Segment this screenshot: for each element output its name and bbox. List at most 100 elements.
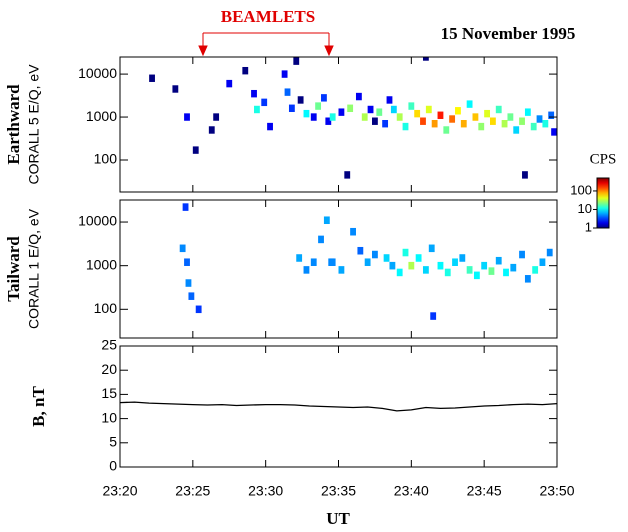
spectrogram-cell bbox=[488, 267, 495, 275]
x-tick-label: 23:25 bbox=[175, 483, 210, 499]
spectrogram-cell bbox=[386, 96, 393, 104]
spectrogram-cell bbox=[507, 113, 514, 121]
colorbar-label: CPS bbox=[590, 151, 617, 167]
x-tick-label: 23:40 bbox=[394, 483, 429, 499]
y-tick-label: 10000 bbox=[78, 65, 117, 81]
spectrogram-cell bbox=[532, 266, 539, 274]
spectrogram-cell bbox=[495, 256, 502, 265]
spectrogram-cell bbox=[303, 266, 310, 274]
spectrogram-cell bbox=[338, 108, 345, 116]
spectrogram-cell bbox=[267, 122, 273, 131]
spectrogram-cell bbox=[510, 263, 517, 272]
spectrogram-cell bbox=[449, 115, 456, 123]
spectrogram-cell bbox=[355, 92, 362, 101]
spectrogram-cell bbox=[325, 117, 332, 125]
colorbar-tick-label: 10 bbox=[578, 201, 592, 216]
spectrogram-cell bbox=[364, 258, 371, 266]
spectrogram-cell bbox=[481, 261, 488, 270]
y-axis-label: B, nT bbox=[29, 386, 48, 427]
spectrogram-cell bbox=[288, 104, 295, 112]
spectrogram-cell bbox=[293, 57, 300, 65]
spectrogram-cell bbox=[321, 94, 327, 102]
spectrogram-cell bbox=[519, 117, 525, 125]
spectrogram-cell bbox=[367, 105, 374, 114]
spectrogram-cell bbox=[428, 244, 435, 253]
spectrogram-cell bbox=[318, 235, 324, 244]
y-axis-sublabel: CORALL 5 E/Q, eV bbox=[26, 64, 42, 185]
colorbar bbox=[596, 177, 610, 229]
y-axis-label: Earthward bbox=[4, 84, 23, 165]
spectrogram-cell bbox=[513, 126, 520, 134]
spectrogram-cell bbox=[422, 57, 429, 61]
y-tick-label: 15 bbox=[101, 385, 117, 401]
y-tick-label: 5 bbox=[109, 434, 117, 450]
spectrogram-cell bbox=[261, 98, 268, 107]
x-axis-label: UT bbox=[326, 509, 350, 528]
spectrogram-cell bbox=[347, 104, 354, 112]
y-tick-label: 20 bbox=[101, 361, 117, 377]
spectrogram-cell bbox=[376, 108, 383, 116]
y-tick-label: 10000 bbox=[78, 213, 117, 229]
spectrogram-cell bbox=[402, 122, 409, 131]
spectrogram-cell bbox=[329, 113, 336, 121]
spectrogram-cell bbox=[466, 266, 473, 274]
y-axis-label: Tailward bbox=[4, 236, 23, 302]
spectrogram-cell bbox=[422, 266, 429, 274]
spectrogram-cell bbox=[478, 122, 485, 131]
spectrogram-cell bbox=[361, 113, 368, 121]
spectrogram-cell bbox=[185, 279, 192, 287]
spectrogram-cell bbox=[303, 109, 310, 118]
spectrogram-cell bbox=[296, 254, 303, 262]
spectrogram-cell bbox=[172, 85, 179, 93]
spectrogram-cell bbox=[396, 268, 403, 277]
spectrogram-cell bbox=[414, 109, 421, 118]
spectrogram-cell bbox=[402, 248, 409, 257]
spectrogram-cell bbox=[344, 171, 351, 179]
spectrogram-cell bbox=[350, 227, 356, 236]
spectrogram-cell bbox=[184, 258, 190, 266]
spectrogram-cell bbox=[390, 105, 397, 114]
spectrogram-cell bbox=[242, 66, 249, 75]
spectrogram-cell bbox=[430, 312, 437, 320]
line bbox=[119, 401, 558, 412]
spectrogram-cell bbox=[489, 117, 496, 125]
spectrogram-cell bbox=[149, 74, 155, 82]
spectrogram-cell bbox=[551, 128, 557, 136]
spectrogram-cell bbox=[408, 261, 415, 270]
spectrogram-cell bbox=[315, 102, 322, 110]
spectrogram-cell bbox=[297, 96, 304, 104]
spectrogram-cell bbox=[184, 113, 190, 121]
spectrogram-cell bbox=[437, 111, 444, 119]
spectrogram-cell bbox=[484, 109, 490, 118]
spectrogram-cell bbox=[425, 105, 432, 114]
spectrogram-cell bbox=[251, 89, 257, 98]
chart-title: 15 November 1995 bbox=[441, 24, 576, 43]
spectrogram-cell bbox=[338, 266, 345, 274]
y-tick-label: 1000 bbox=[86, 256, 117, 272]
spectrogram-cell bbox=[415, 254, 422, 262]
spectrogram-cell bbox=[459, 254, 466, 262]
spectrogram-cell bbox=[357, 246, 364, 255]
y-tick-label: 100 bbox=[94, 300, 118, 316]
y-tick-label: 0 bbox=[109, 458, 117, 474]
x-tick-label: 23:35 bbox=[321, 483, 356, 499]
spectrogram-cell bbox=[323, 216, 330, 225]
spectrogram-cell bbox=[548, 111, 555, 119]
spectrogram-cell bbox=[382, 119, 389, 128]
spectrogram-cell bbox=[310, 258, 317, 266]
spectrogram-cell bbox=[542, 119, 549, 128]
spectrogram-cell bbox=[208, 126, 215, 134]
spectrogram-cell bbox=[473, 271, 480, 280]
spectrogram-cell bbox=[195, 305, 202, 314]
spectrogram-cell bbox=[284, 88, 291, 96]
colorbar-tick-label: 100 bbox=[570, 182, 592, 197]
spectrogram-cell bbox=[188, 292, 195, 300]
spectrogram-cell bbox=[310, 113, 317, 121]
spectrogram-cell bbox=[226, 79, 233, 88]
spectrogram-cell bbox=[383, 254, 390, 262]
x-tick-label: 23:30 bbox=[248, 483, 283, 499]
spectrogram-cell bbox=[408, 102, 415, 110]
spectrogram-cell bbox=[420, 117, 426, 125]
spectrogram-cell bbox=[524, 275, 531, 283]
